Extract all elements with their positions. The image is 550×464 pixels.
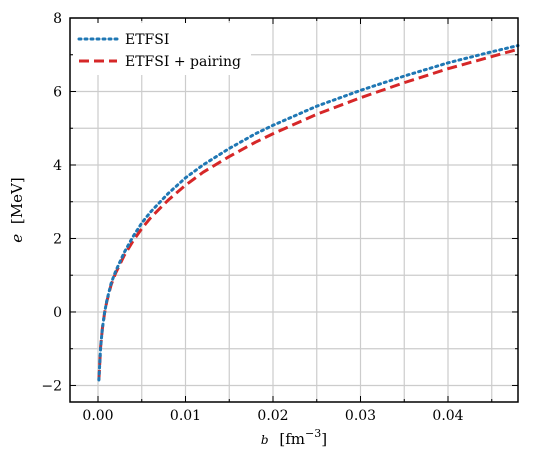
plot-frame: [69, 17, 519, 403]
x-axis-unit: fm: [285, 430, 305, 448]
series-layer: [97, 44, 520, 382]
legend: ETFSI ETFSI + pairing: [73, 23, 251, 75]
y-axis-label: e [MeV]: [8, 177, 26, 242]
y-tick-label: 6: [53, 84, 62, 100]
x-tick-label: 0.02: [257, 408, 288, 424]
legend-label-etfsi: ETFSI: [125, 32, 169, 48]
x-tick-label: 0.01: [170, 408, 201, 424]
series-line-etfsi: [97, 44, 520, 382]
y-tick-label: 2: [53, 231, 62, 247]
x-axis-label: b [fm−3]: [261, 427, 327, 448]
x-tick-label: 0.04: [432, 408, 463, 424]
x-tick-label: 0.03: [345, 408, 376, 424]
x-axis-unit-exponent: −3: [305, 427, 321, 440]
y-tick-label: −2: [41, 378, 62, 394]
grid: [70, 17, 518, 402]
y-axis-bracket-close: ]: [8, 177, 26, 183]
x-axis-bracket-open: [: [279, 430, 285, 448]
x-tick-label: 0.00: [82, 408, 113, 424]
x-axis-symbol: b: [261, 433, 269, 447]
y-tick-label: 4: [53, 158, 62, 174]
legend-label-etfsi-pairing: ETFSI + pairing: [125, 54, 241, 70]
legend-box: [73, 23, 251, 75]
x-axis-bracket-close: ]: [321, 430, 327, 448]
y-axis-bracket-open: [: [8, 218, 26, 224]
y-tick-label: 8: [53, 11, 62, 27]
y-axis-symbol: e: [8, 234, 26, 243]
series-line-etfsi-pairing: [97, 47, 519, 381]
y-axis-unit: MeV: [8, 182, 26, 218]
y-tick-label: 0: [53, 305, 62, 321]
